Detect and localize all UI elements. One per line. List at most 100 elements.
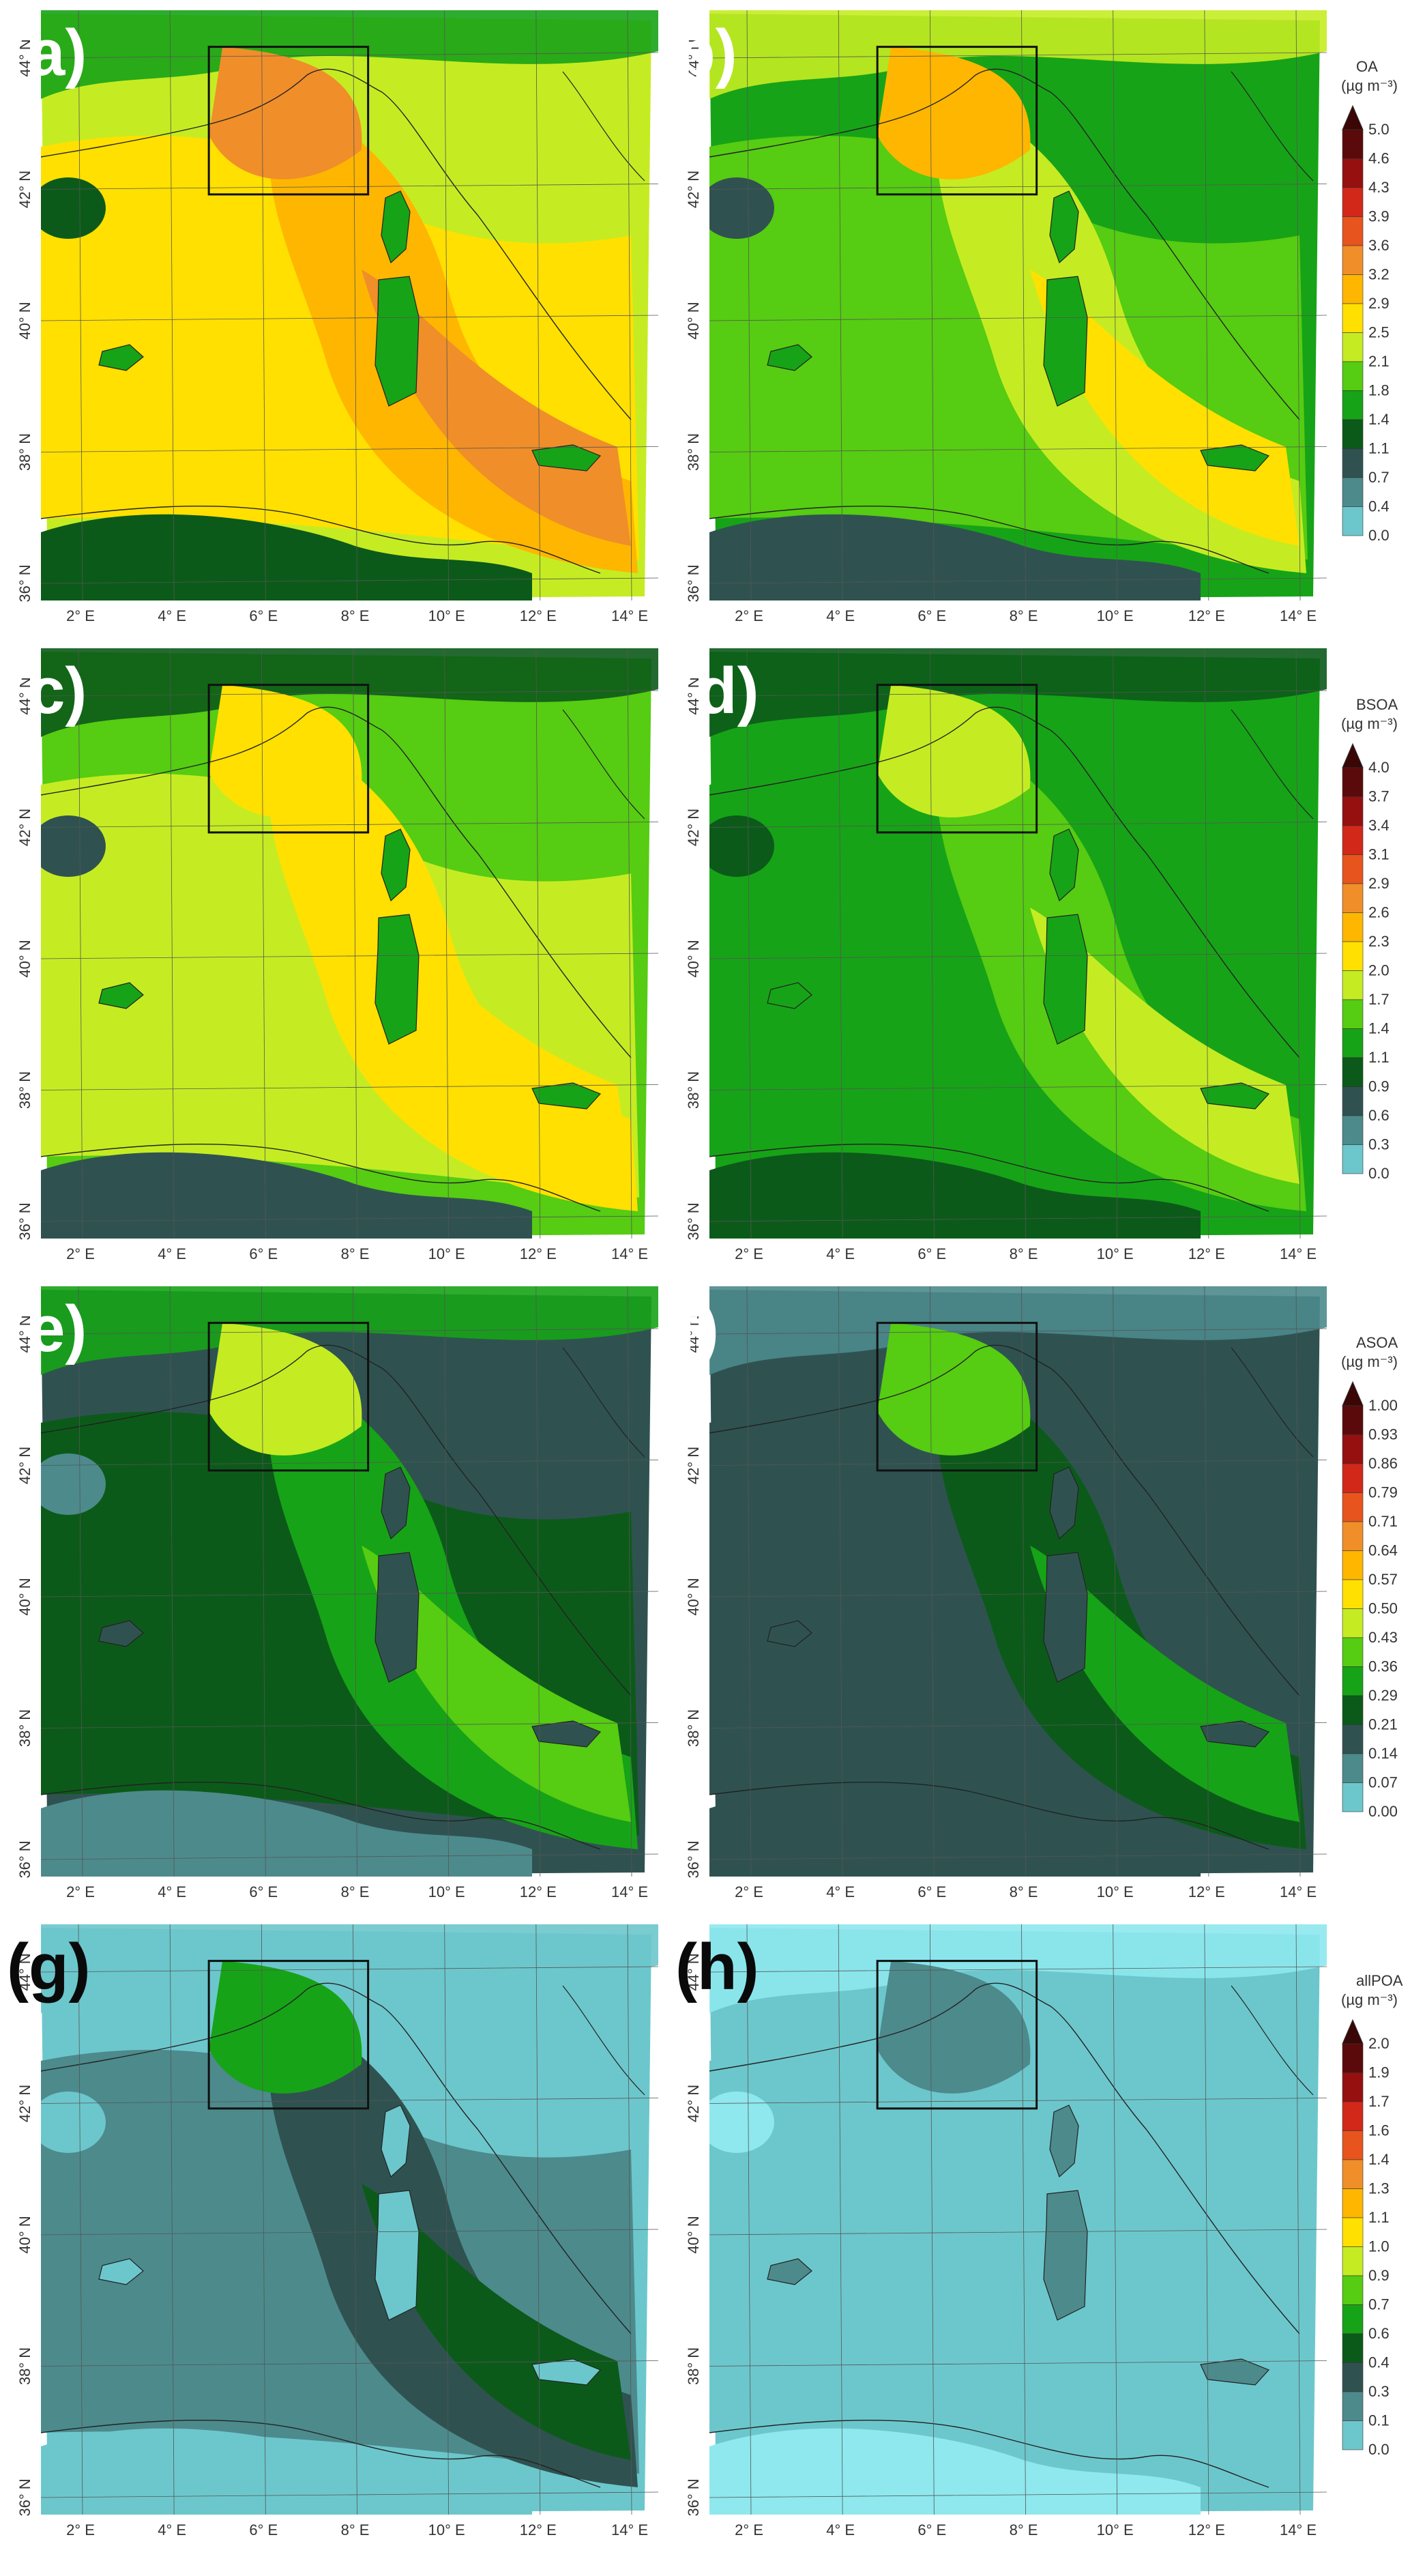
colorbar-oa: OA (µg m⁻³) 5.0 4.6 4.3 3.9 3.6 3.2 2.9 2.5 2.1 1.8…: [1336, 7, 1407, 631]
colorbar-value: 1.6: [1368, 2122, 1390, 2139]
y-tick-label: 40° N: [16, 302, 33, 339]
colorbar-swatch: [1342, 999, 1364, 1029]
colorbar-value: 1.3: [1368, 2180, 1390, 2197]
y-tick-label: 42° N: [16, 171, 33, 208]
colorbar-value: 1.4: [1368, 2151, 1390, 2168]
colorbar-swatch: [1342, 1115, 1364, 1145]
nested-domain-box: [876, 684, 1038, 834]
y-tick-label: 38° N: [685, 1709, 702, 1747]
colorbar-value: 5.0: [1368, 121, 1390, 138]
x-tick-label: 12° E: [520, 607, 557, 624]
colorbar-swatch: [1342, 1028, 1364, 1058]
x-tick-label: 6° E: [917, 1883, 946, 1900]
colorbar-swatch: [1342, 129, 1364, 159]
x-tick-label: 6° E: [249, 607, 278, 624]
y-tick-label: 38° N: [685, 433, 702, 471]
panel-label: (d): [675, 654, 759, 727]
colorbar-value: 1.4: [1368, 1020, 1390, 1037]
y-tick-label: 42° N: [685, 1447, 702, 1484]
x-tick-label: 6° E: [249, 1883, 278, 1900]
panel-label: (e): [7, 1292, 87, 1365]
x-tick-label: 12° E: [1188, 1883, 1225, 1900]
map-panel-h: 2° E 4° E 6° E 8° E 10° E 12° E 14° E 36° N 38° …: [675, 1921, 1330, 2545]
colorbar-swatch: [1342, 187, 1364, 217]
x-tick-label: 2° E: [735, 1883, 763, 1900]
colorbar-value: 2.9: [1368, 295, 1390, 312]
colorbar-swatch: [1342, 361, 1364, 391]
colorbar-value: 4.3: [1368, 179, 1390, 196]
x-tick-label: 10° E: [1097, 1883, 1134, 1900]
x-tick-label: 10° E: [428, 1883, 465, 1900]
colorbar-swatch: [1342, 970, 1364, 1000]
y-tick-label: 44° N: [685, 39, 702, 76]
x-tick-label: 14° E: [1280, 1883, 1317, 1900]
colorbar-swatch: [1342, 1521, 1364, 1551]
map-panel-g: 2° E 4° E 6° E 8° E 10° E 12° E 14° E 36° N 38° …: [7, 1921, 662, 2545]
colorbar-bsoa: BSOA (µg m⁻³) 4.0 3.7 3.4 3.1 2.9 2.6 2.3 2.0 1.7 1…: [1336, 645, 1407, 1269]
x-tick-label: 2° E: [66, 607, 95, 624]
map-svg: 2° E 4° E 6° E 8° E 10° E 12° E 14° E 36° N 38° …: [16, 10, 658, 624]
colorbar-swatch: [1342, 1637, 1364, 1667]
x-tick-label: 4° E: [158, 1883, 186, 1900]
x-tick-label: 12° E: [520, 1883, 557, 1900]
colorbar-swatch: [1342, 1463, 1364, 1493]
x-tick-label: 12° E: [1188, 607, 1225, 624]
colorbar-swatch: [1342, 1086, 1364, 1116]
colorbar-extension: [1342, 2018, 1364, 2044]
x-tick-label: 10° E: [1097, 2521, 1134, 2538]
colorbar-value: 0.0: [1368, 1165, 1390, 1182]
colorbar-value: 0.50: [1368, 1600, 1398, 1617]
map-panel-c: 2° E 4° E 6° E 8° E 10° E 12° E 14° E 36° N 38° …: [7, 645, 662, 1269]
y-tick-label: 38° N: [685, 1071, 702, 1109]
y-tick-label: 38° N: [16, 1071, 33, 1109]
y-tick-label: 44° N: [16, 677, 33, 714]
colorbar-swatch: [1342, 1753, 1364, 1783]
y-tick-label: 36° N: [16, 1840, 33, 1878]
y-tick-label: 38° N: [16, 433, 33, 471]
colorbar-title: BSOA: [1356, 696, 1398, 713]
colorbar-value: 0.57: [1368, 1571, 1398, 1588]
colorbar-value: 0.43: [1368, 1629, 1398, 1646]
y-tick-label: 44° N: [16, 1315, 33, 1352]
colorbar-value: 0.64: [1368, 1542, 1398, 1559]
y-tick-label: 36° N: [685, 2478, 702, 2516]
y-tick-label: 36° N: [16, 2478, 33, 2516]
colorbar-value: 0.4: [1368, 498, 1390, 515]
colorbar-swatch: [1342, 1695, 1364, 1725]
nested-domain-box: [876, 46, 1038, 196]
colorbar-swatch: [1342, 1608, 1364, 1638]
x-tick-label: 2° E: [66, 1883, 95, 1900]
x-tick-label: 2° E: [735, 2521, 763, 2538]
map-svg: 2° E 4° E 6° E 8° E 10° E 12° E 14° E 36° N 38° …: [16, 1286, 658, 1900]
colorbar-swatch: [1342, 1724, 1364, 1754]
colorbar-swatch: [1342, 2101, 1364, 2131]
colorbar-swatch: [1342, 2072, 1364, 2102]
colorbar-svg: 5.0 4.6 4.3 3.9 3.6 3.2 2.9 2.5 2.1 1.8 1.4 1.1 0.7 0…: [1342, 104, 1390, 544]
x-tick-label: 12° E: [520, 2521, 557, 2538]
x-tick-label: 10° E: [1097, 607, 1134, 624]
colorbar-value: 0.14: [1368, 1745, 1398, 1762]
x-tick-label: 4° E: [826, 1883, 855, 1900]
colorbar-value: 0.00: [1368, 1803, 1398, 1820]
colorbar-value: 0.29: [1368, 1687, 1398, 1704]
x-tick-label: 6° E: [917, 2521, 946, 2538]
x-tick-label: 6° E: [249, 2521, 278, 2538]
colorbar-value: 3.6: [1368, 237, 1390, 254]
colorbar-value: 0.3: [1368, 1136, 1390, 1153]
y-tick-label: 40° N: [685, 940, 702, 977]
map-panel-f: 2° E 4° E 6° E 8° E 10° E 12° E 14° E 36° N 38° …: [675, 1283, 1330, 1907]
colorbar-value: 0.0: [1368, 2441, 1390, 2458]
y-tick-label: 44° N: [16, 1953, 33, 1991]
colorbar-value: 1.0: [1368, 2238, 1390, 2255]
colorbar-value: 0.07: [1368, 1774, 1398, 1791]
nested-domain-box: [207, 46, 370, 196]
colorbar-value: 3.4: [1368, 817, 1390, 834]
y-tick-label: 40° N: [16, 1578, 33, 1615]
colorbar-value: 4.0: [1368, 759, 1390, 776]
panel-label: f): [675, 1292, 719, 1365]
colorbar-value: 0.71: [1368, 1513, 1398, 1530]
colorbar-swatch: [1342, 506, 1364, 536]
x-tick-label: 10° E: [1097, 1245, 1134, 1262]
colorbar-swatch: [1342, 419, 1364, 449]
map-svg: 2° E 4° E 6° E 8° E 10° E 12° E 14° E 36° N 38° …: [685, 10, 1327, 624]
